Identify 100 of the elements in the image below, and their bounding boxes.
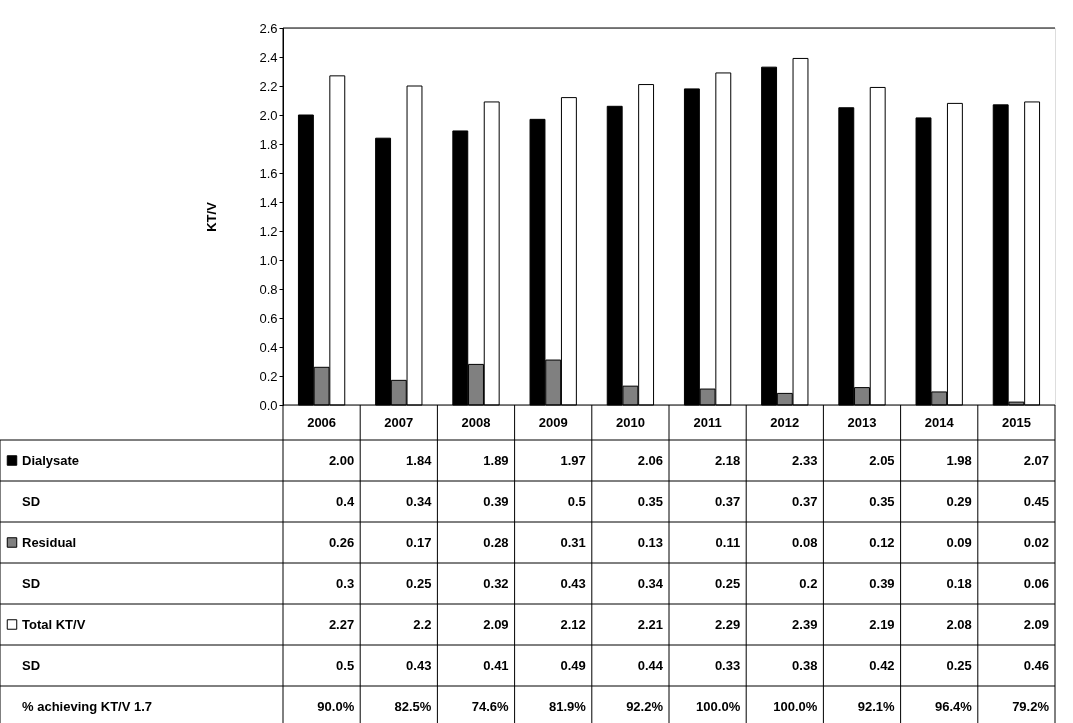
data-label: 2.08 (946, 616, 972, 632)
text: 92.2% (626, 698, 664, 714)
x-tick-label: 2013 (847, 414, 877, 430)
text: 0.42 (869, 657, 895, 673)
text: SD (22, 575, 41, 591)
y-tick-label: 2.2 (259, 78, 278, 94)
text: 100.0% (696, 698, 741, 714)
text: 0.5 (567, 493, 586, 509)
text: 0.43 (406, 657, 432, 673)
text: 0.5 (336, 657, 355, 673)
text: SD (22, 493, 41, 509)
y-tick-label: 1.0 (259, 252, 278, 268)
text: 0.44 (637, 657, 664, 673)
y-tick-label: 1.4 (259, 194, 278, 210)
y-tick-label: 1.2 (259, 223, 278, 239)
data-label: 2.19 (869, 616, 895, 632)
text: % achieving KT/V 1.7 (22, 698, 153, 714)
y-tick-label: 0.2 (259, 368, 278, 384)
text: 0.29 (946, 493, 972, 509)
x-tick-label: 2010 (615, 414, 645, 430)
text: 81.9% (548, 698, 587, 714)
text: 0.25 (714, 575, 741, 591)
data-label: 0.13 (637, 534, 663, 550)
y-tick-label: 1.6 (259, 165, 278, 181)
data-label: 2.21 (637, 616, 663, 632)
legend-label: Dialysate (22, 452, 80, 468)
text: 0.34 (406, 493, 433, 509)
data-label: 2.05 (869, 452, 895, 468)
y-tick-label: 2.0 (259, 107, 278, 123)
x-tick-label: 2011 (693, 414, 722, 430)
data-label: 1.89 (483, 452, 509, 468)
text: 0.46 (1023, 657, 1049, 673)
data-label: 0.02 (1023, 534, 1049, 550)
text: 0.2 (799, 575, 818, 591)
x-tick-label: 2014 (924, 414, 955, 430)
y-tick-label: 0.4 (259, 339, 278, 355)
text: 0.4 (336, 493, 355, 509)
data-label: 2.00 (328, 452, 355, 468)
data-label: 2.2 (413, 616, 432, 632)
text: 0.39 (869, 575, 895, 591)
text: 0.35 (869, 493, 895, 509)
data-label: 2.27 (328, 616, 355, 632)
data-label: 0.09 (946, 534, 972, 550)
text: 90.0% (317, 698, 355, 714)
text: 82.5% (394, 698, 432, 714)
data-label: 0.08 (792, 534, 818, 550)
text: 92.1% (857, 698, 896, 714)
data-label: 0.11 (715, 534, 741, 550)
data-label: 2.12 (560, 616, 586, 632)
text: 0.34 (637, 575, 664, 591)
data-label: 0.31 (560, 534, 586, 550)
data-label: 2.09 (1023, 616, 1049, 632)
text: 0.43 (560, 575, 586, 591)
text: 0.32 (483, 575, 509, 591)
text: 0.35 (637, 493, 663, 509)
x-tick-label: 2015 (1001, 414, 1031, 430)
y-tick-label: 0.0 (259, 397, 278, 413)
text: 0.37 (792, 493, 818, 509)
text: SD (22, 657, 41, 673)
legend-label: Total KT/V (22, 616, 86, 632)
data-label: 2.09 (483, 616, 509, 632)
data-label: 2.29 (714, 616, 741, 632)
text: 0.49 (560, 657, 586, 673)
data-label: 2.06 (637, 452, 663, 468)
data-label: 2.07 (1023, 452, 1049, 468)
y-tick-label: 2.4 (259, 49, 278, 65)
y-tick-label: 1.8 (259, 136, 278, 152)
y-axis-title: KT/V (204, 201, 220, 232)
text: 0.3 (336, 575, 355, 591)
x-tick-label: 2012 (770, 414, 800, 430)
x-tick-label: 2009 (538, 414, 568, 430)
x-tick-label: 2008 (461, 414, 491, 430)
data-label: 0.28 (483, 534, 509, 550)
data-label: 0.26 (328, 534, 355, 550)
text: 0.39 (483, 493, 509, 509)
text: 0.41 (483, 657, 509, 673)
data-label: 2.39 (792, 616, 818, 632)
y-tick-label: 2.6 (259, 20, 278, 36)
text: 79.2% (1012, 698, 1050, 714)
data-label: 1.84 (406, 452, 433, 468)
x-tick-label: 2006 (307, 414, 337, 430)
text: 0.45 (1023, 493, 1049, 509)
text: 74.6% (471, 698, 510, 714)
data-label: 1.98 (946, 452, 972, 468)
y-tick-label: 0.6 (259, 310, 278, 326)
text: 96.4% (934, 698, 973, 714)
data-label: 2.33 (792, 452, 818, 468)
text: 100.0% (773, 698, 818, 714)
text: 0.37 (714, 493, 741, 509)
text: 0.38 (792, 657, 818, 673)
x-tick-label: 2007 (384, 414, 414, 430)
text: 0.33 (714, 657, 741, 673)
data-label: 0.17 (406, 534, 432, 550)
data-label: 0.12 (869, 534, 895, 550)
data-label: 2.18 (714, 452, 741, 468)
data-label: 1.97 (560, 452, 586, 468)
y-tick-label: 0.8 (259, 281, 278, 297)
text: 0.06 (1023, 575, 1049, 591)
text: 0.18 (946, 575, 972, 591)
text: 0.25 (946, 657, 972, 673)
